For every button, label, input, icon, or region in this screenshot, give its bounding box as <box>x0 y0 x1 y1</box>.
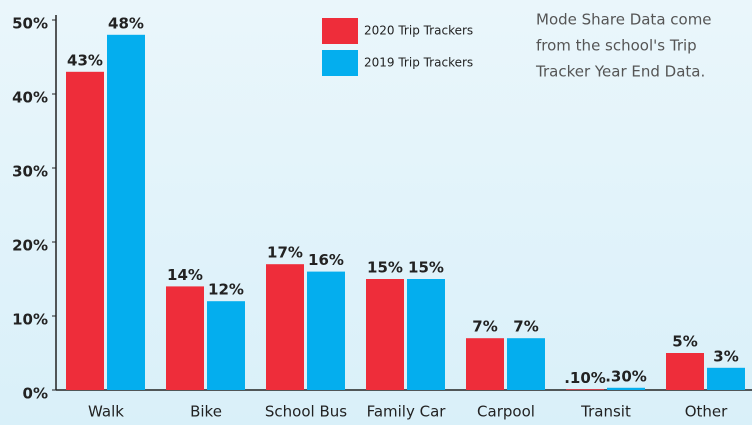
legend-swatch <box>322 18 358 44</box>
value-label: 3% <box>713 347 738 365</box>
bar <box>566 389 604 390</box>
bar <box>107 35 145 390</box>
bar <box>466 338 504 390</box>
chart: 0% 10% 20% 30% 40% 50% Walk 43% 48% Bike 14% 12% Sch… <box>0 0 752 425</box>
annotation: from the school's Trip <box>536 37 697 55</box>
value-label: 7% <box>513 318 538 336</box>
x-tick-label: Family Car <box>367 403 447 421</box>
bar <box>266 264 304 390</box>
value-label: 16% <box>308 251 344 269</box>
x-tick-label: Other <box>685 403 728 421</box>
bar <box>707 368 745 390</box>
x-tick-label: School Bus <box>265 403 347 421</box>
value-label: 15% <box>408 259 444 277</box>
bar <box>507 338 545 390</box>
value-label: 48% <box>108 14 144 32</box>
legend-swatch <box>322 50 358 76</box>
bar <box>407 279 445 390</box>
value-label: 17% <box>267 244 303 262</box>
value-label: 43% <box>67 51 103 69</box>
bar <box>366 279 404 390</box>
value-label: .30% <box>605 367 647 385</box>
bar <box>166 286 204 390</box>
y-tick-label: 50% <box>12 15 48 33</box>
bar <box>307 272 345 390</box>
value-label: 7% <box>472 318 497 336</box>
y-tick-label: 40% <box>12 89 48 107</box>
value-label: 5% <box>672 333 697 351</box>
legend-label: 2020 Trip Trackers <box>364 24 473 38</box>
x-tick-label: Carpool <box>477 403 535 421</box>
y-tick-label: 10% <box>12 311 48 329</box>
x-tick-label: Transit <box>580 403 631 421</box>
bar <box>66 72 104 390</box>
bar <box>607 388 645 390</box>
y-tick-label: 20% <box>12 237 48 255</box>
annotation: Tracker Year End Data. <box>535 63 705 81</box>
value-label: 14% <box>167 266 203 284</box>
value-label: .10% <box>564 369 606 387</box>
value-label: 12% <box>208 281 244 299</box>
y-tick-label: 0% <box>23 385 48 403</box>
value-label: 15% <box>367 259 403 277</box>
x-tick-label: Bike <box>190 403 222 421</box>
bar <box>666 353 704 390</box>
annotation: Mode Share Data come <box>536 11 712 29</box>
x-tick-label: Walk <box>88 403 124 421</box>
y-tick-label: 30% <box>12 163 48 181</box>
legend-label: 2019 Trip Trackers <box>364 56 473 70</box>
bar <box>207 301 245 390</box>
